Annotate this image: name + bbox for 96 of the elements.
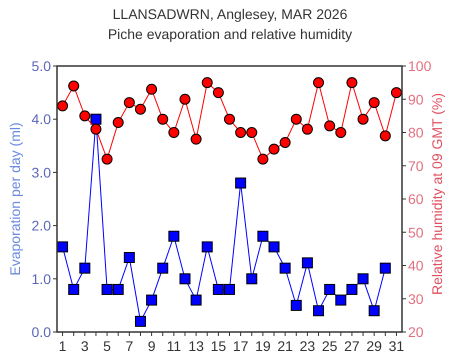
point [235, 127, 246, 138]
x-tick-label: 31 [388, 338, 404, 354]
x-tick-label: 7 [125, 338, 134, 354]
point [324, 120, 336, 132]
point [212, 284, 224, 295]
point [202, 241, 213, 252]
point [324, 284, 336, 295]
point [268, 144, 280, 155]
y2-tick-label: 50 [408, 224, 424, 240]
point [346, 284, 358, 295]
point [146, 84, 158, 95]
y-tick-label: 0.0 [32, 324, 52, 340]
point [224, 114, 235, 125]
point [358, 114, 369, 125]
point [102, 284, 113, 295]
point [79, 262, 90, 274]
point [380, 262, 391, 274]
chart-title: LLANSADWRN, Anglesey, MAR 2026 [112, 6, 348, 22]
point [302, 124, 313, 135]
point [168, 127, 180, 138]
point [257, 154, 268, 165]
y2-tick-label: 80 [408, 124, 424, 140]
x-tick-label: 19 [255, 338, 271, 354]
point [90, 124, 102, 135]
point [57, 100, 68, 112]
x-tick-label: 23 [300, 338, 316, 354]
x-tick-label: 15 [210, 338, 226, 354]
point [202, 77, 213, 88]
x-tick-label: 25 [322, 338, 338, 354]
y2-tick-label: 30 [408, 290, 424, 307]
point [190, 294, 202, 306]
point [157, 114, 168, 125]
point [235, 178, 246, 189]
point [280, 136, 291, 148]
point [368, 305, 380, 316]
x-tick-label: 5 [103, 338, 112, 354]
y-tick-label: 5.0 [32, 58, 52, 74]
point [68, 284, 80, 295]
point [335, 294, 346, 306]
point [190, 134, 202, 145]
x-tick-label: 3 [80, 338, 89, 354]
point [90, 114, 102, 125]
y2-tick-label: 70 [408, 158, 424, 174]
y2-tick-label: 20 [408, 324, 424, 340]
x-tick-label: 9 [148, 338, 156, 354]
x-tick-label: 1 [58, 338, 67, 354]
point [224, 284, 235, 295]
point [179, 273, 190, 284]
x-tick-label: 21 [277, 338, 294, 354]
point [358, 273, 369, 284]
point [346, 77, 358, 88]
point [134, 316, 146, 327]
point [57, 241, 68, 252]
point [134, 104, 146, 115]
point [290, 300, 302, 311]
point [102, 154, 113, 165]
x-tick-label: 27 [344, 338, 360, 354]
y2-tick-label: 90 [408, 91, 424, 108]
y2-axis-title: Relative humidity at 09 GMT (%) [429, 92, 445, 296]
y2-tick-label: 60 [408, 191, 424, 207]
point [179, 94, 190, 105]
x-tick-label: 29 [366, 338, 382, 354]
x-tick-label: 13 [188, 338, 204, 354]
point [68, 80, 80, 92]
point [268, 241, 280, 252]
point [290, 114, 302, 125]
point [368, 97, 380, 108]
y-axis-title: Evaporation per day (ml) [7, 122, 23, 276]
point [246, 273, 258, 284]
point [246, 127, 258, 138]
y-tick-label: 2.0 [32, 218, 52, 234]
y-tick-label: 3.0 [32, 164, 52, 180]
point [380, 130, 391, 142]
point [257, 230, 268, 242]
chart-subtitle: Piche evaporation and relative humidity [108, 26, 352, 42]
x-tick-label: 17 [232, 338, 249, 354]
point [157, 262, 168, 274]
point [313, 77, 324, 88]
y2-tick-label: 40 [408, 258, 424, 274]
point [212, 87, 224, 98]
point [168, 230, 180, 242]
y2-tick-label: 100 [408, 58, 432, 74]
point [146, 294, 158, 306]
point [390, 87, 402, 98]
point [112, 284, 124, 295]
point [335, 127, 346, 138]
point [280, 262, 291, 274]
point [302, 257, 313, 268]
x-tick-label: 11 [166, 338, 182, 354]
point [124, 252, 135, 264]
y-tick-label: 4.0 [32, 111, 52, 128]
y-tick-label: 1.0 [32, 270, 52, 287]
point [79, 110, 90, 122]
point [112, 117, 124, 128]
point [313, 305, 324, 316]
point [124, 97, 135, 108]
